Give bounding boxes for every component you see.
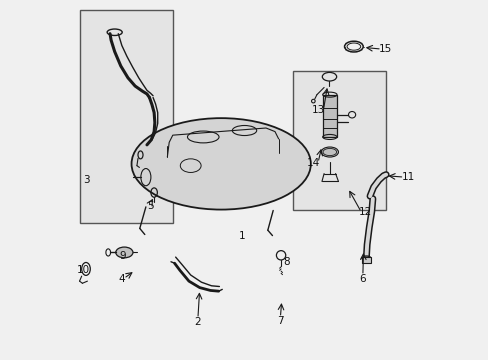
- Text: 11: 11: [401, 172, 414, 182]
- Text: 10: 10: [77, 265, 89, 275]
- Bar: [80, 10, 172, 223]
- Text: 9: 9: [119, 251, 125, 261]
- Text: 14: 14: [306, 158, 319, 168]
- Ellipse shape: [321, 147, 338, 157]
- Bar: [292, 71, 386, 211]
- Ellipse shape: [131, 118, 310, 210]
- Text: 15: 15: [378, 44, 391, 54]
- Bar: [362, 257, 370, 263]
- Bar: [322, 95, 336, 137]
- Text: 2: 2: [194, 317, 201, 327]
- Text: 8: 8: [283, 257, 289, 267]
- Text: 6: 6: [359, 274, 366, 284]
- Text: 1: 1: [238, 231, 245, 240]
- Text: 12: 12: [358, 207, 371, 217]
- Text: 7: 7: [277, 316, 283, 325]
- Text: 13: 13: [311, 105, 325, 115]
- Ellipse shape: [116, 247, 133, 258]
- Text: 5: 5: [147, 201, 154, 211]
- Text: 4: 4: [119, 274, 125, 284]
- Text: 3: 3: [83, 175, 89, 185]
